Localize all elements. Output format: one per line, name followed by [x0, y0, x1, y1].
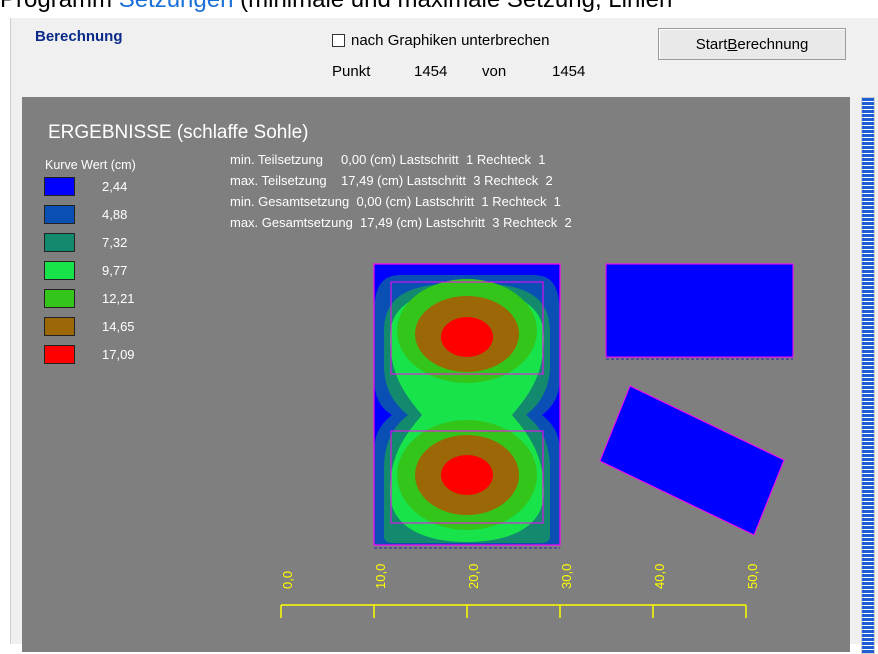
- settlement-drawing: 0,0 10,0 20,0 30,0 40,0 50,0: [280, 263, 794, 618]
- legend-swatch: [44, 289, 75, 308]
- legend-swatch: [44, 177, 75, 196]
- progress-total: 1454: [552, 63, 586, 80]
- legend-value: 14,65: [102, 319, 135, 334]
- page-caption: Programm Setzungen (minimale und maximal…: [0, 0, 878, 20]
- foundation-rect-rotated: [599, 385, 785, 536]
- checkbox-box[interactable]: [332, 34, 345, 47]
- info-line-min-total: min. Gesamtsetzung 0,00 (cm) Lastschritt…: [230, 194, 561, 209]
- scale-tick-label: 10,0: [373, 564, 388, 589]
- info-line-max-total: max. Gesamtsetzung 17,49 (cm) Lastschrit…: [230, 215, 572, 230]
- legend-row: 4,88: [44, 205, 127, 224]
- caption-rest: (minimale und maximale Setzung, Linien: [233, 0, 672, 13]
- legend-row: 12,21: [44, 289, 135, 308]
- interrupt-checkbox[interactable]: nach Graphiken unterbrechen: [332, 32, 549, 49]
- button-text-prefix: Start: [695, 35, 728, 53]
- legend-value: 9,77: [102, 263, 128, 278]
- legend-row: 17,09: [44, 345, 135, 364]
- group-title: Berechnung: [35, 28, 123, 45]
- legend-swatch: [44, 317, 75, 336]
- legend-row: 14,65: [44, 317, 135, 336]
- legend-swatch: [44, 233, 75, 252]
- scale-tick-label: 50,0: [745, 564, 760, 589]
- scale-tick-label: 30,0: [559, 564, 574, 589]
- button-accelerator: B: [727, 35, 738, 53]
- legend-value: 4,88: [102, 207, 128, 222]
- foundation-rect-right: [605, 263, 794, 358]
- button-text-rest: erechnung: [737, 35, 809, 53]
- info-line-min-partial: min. Teilsetzung 0,00 (cm) Lastschritt 1…: [230, 152, 546, 167]
- checkbox-label: nach Graphiken unterbrechen: [351, 32, 550, 49]
- contour-foundation: [373, 263, 561, 546]
- caption-link[interactable]: Setzungen: [119, 0, 234, 13]
- vertical-scrollbar[interactable]: [861, 97, 875, 654]
- info-line-max-partial: max. Teilsetzung 17,49 (cm) Lastschritt …: [230, 173, 553, 188]
- legend-row: 7,32: [44, 233, 127, 252]
- scale-tick-label: 0,0: [280, 571, 295, 589]
- results-plot: ERGEBNISSE (schlaffe Sohle) Kurve Wert (…: [22, 97, 850, 652]
- legend-row: 9,77: [44, 261, 127, 280]
- legend-swatch: [44, 261, 75, 280]
- calculation-window: Berechnung nach Graphiken unterbrechen P…: [10, 18, 878, 654]
- plot-title: ERGEBNISSE (schlaffe Sohle): [48, 122, 309, 143]
- legend-value: 2,44: [102, 179, 128, 194]
- legend-header: Kurve Wert (cm): [45, 158, 136, 172]
- legend-swatch: [44, 345, 75, 364]
- scale-tick-label: 40,0: [652, 564, 667, 589]
- legend-row: 2,44: [44, 177, 127, 196]
- progress-label: Punkt: [332, 63, 371, 80]
- distance-scale: 0,0 10,0 20,0 30,0 40,0 50,0: [280, 564, 760, 618]
- legend-swatch: [44, 205, 75, 224]
- progress-separator: von: [482, 63, 507, 80]
- progress-current: 1454: [414, 63, 448, 80]
- legend-value: 7,32: [102, 235, 128, 250]
- legend-value: 17,09: [102, 347, 135, 362]
- legend-value: 12,21: [102, 291, 135, 306]
- caption-prefix: Programm: [0, 0, 119, 13]
- scale-tick-label: 20,0: [466, 564, 481, 589]
